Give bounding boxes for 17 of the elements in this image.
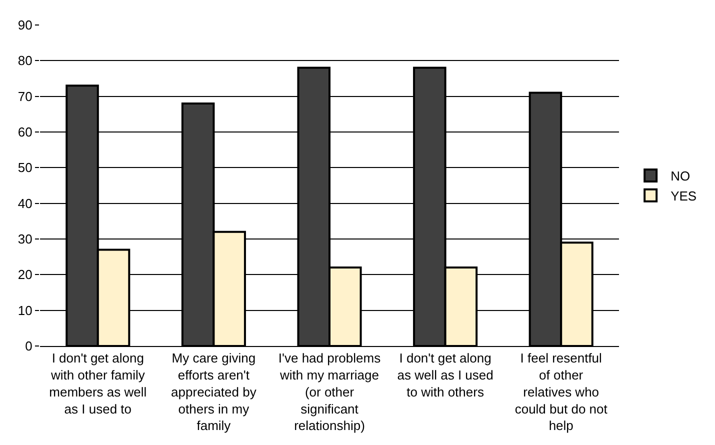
y-tick-label: 0 bbox=[25, 338, 32, 354]
y-tick-label: 50 bbox=[18, 160, 32, 176]
x-tick-label: I feel resentful of other relatives who could but do not help bbox=[514, 350, 608, 434]
x-tick-label: I don't get along as well as I used to with others bbox=[397, 350, 494, 400]
legend-label: YES bbox=[670, 188, 697, 204]
x-tick-label: My care giving efforts aren't appreciated by others in my family bbox=[171, 350, 257, 434]
y-tick-label: 70 bbox=[18, 88, 32, 104]
y-tick-label: 20 bbox=[18, 267, 32, 282]
y-tick-label: 80 bbox=[18, 53, 32, 68]
y-tick-label: 40 bbox=[18, 196, 32, 211]
y-tick-label: 10 bbox=[18, 302, 32, 318]
y-tick-label: 30 bbox=[18, 232, 32, 247]
x-tick-label: I don't get along with other family members as well as I used to bbox=[49, 350, 147, 416]
y-tick-label: 90 bbox=[18, 18, 32, 33]
x-tick-label: I've had problems with my marriage (or other significant relationship) bbox=[278, 350, 382, 434]
legend-label: NO bbox=[670, 168, 690, 184]
y-tick-label: 60 bbox=[18, 124, 32, 140]
